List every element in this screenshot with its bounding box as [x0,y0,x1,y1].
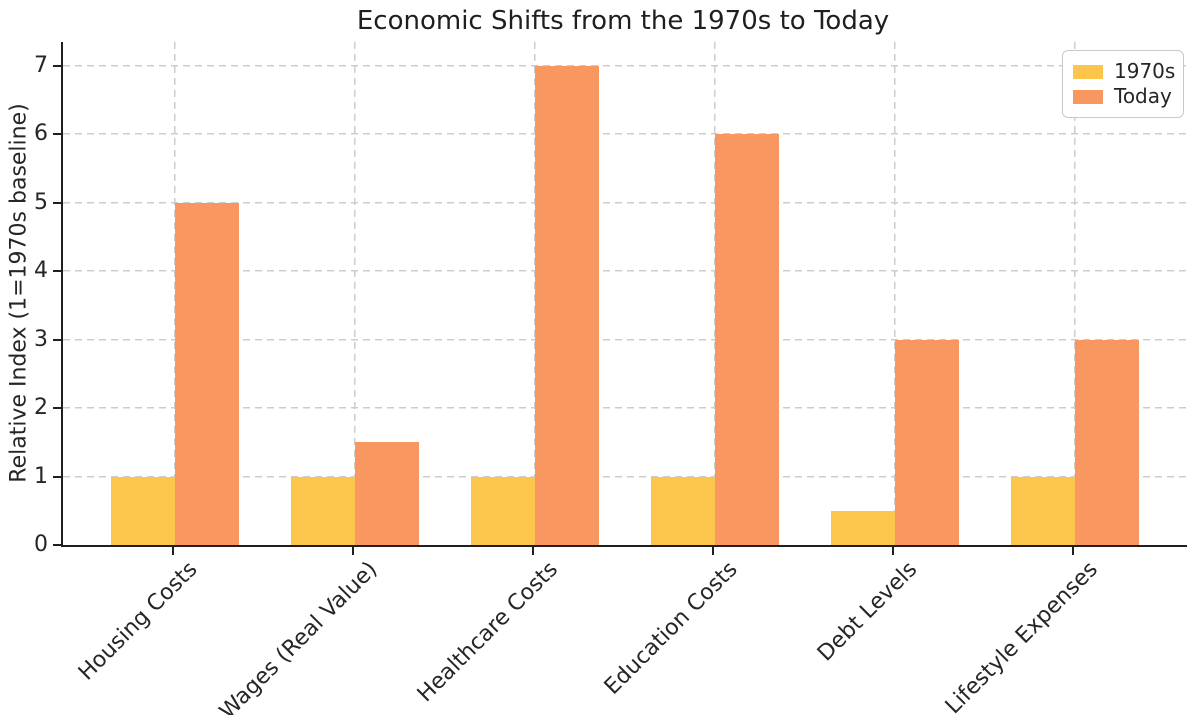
bar-today-lifestyle-expenses [1075,339,1139,545]
legend-swatch-1970s [1073,64,1103,79]
y-axis-label: Relative Index (1=1970s baseline) [6,103,32,483]
bar-1970s-wages-real-value [291,476,355,545]
bar-today-healthcare-costs [535,65,599,545]
legend-label: 1970s [1114,59,1176,83]
bar-today-housing-costs [175,202,239,545]
y-tick [53,270,61,273]
x-tick [1072,547,1074,555]
h-gridline [63,338,1187,341]
y-tick-label: 3 [34,326,48,352]
y-tick-label: 7 [34,52,48,78]
x-tick-label-wages-real-value: Wages (Real Value) [215,557,383,715]
x-tick-label-lifestyle-expenses: Lifestyle Expenses [940,557,1103,715]
bar-1970s-housing-costs [111,476,175,545]
x-tick [352,547,354,555]
y-tick [53,133,61,136]
y-tick-label: 1 [34,463,48,489]
x-tick [892,547,894,555]
bar-1970s-debt-levels [831,510,895,545]
v-gridline [894,42,896,545]
chart-title: Economic Shifts from the 1970s to Today [356,6,890,36]
h-gridline [63,201,1187,204]
h-gridline [63,64,1187,67]
x-tick-label-healthcare-costs: Healthcare Costs [412,557,563,708]
y-tick-label: 5 [34,189,48,215]
h-gridline [63,475,1187,478]
y-tick [53,407,61,410]
bar-1970s-education-costs [651,476,715,545]
legend: 1970s Today [1062,50,1184,118]
h-gridline [63,407,1187,410]
h-gridline [63,133,1187,136]
bar-1970s-healthcare-costs [471,476,535,545]
bar-1970s-lifestyle-expenses [1011,476,1075,545]
legend-item-today: Today [1073,84,1173,109]
y-tick [53,544,61,546]
y-tick [53,201,61,204]
h-gridline [63,270,1187,273]
v-gridline [1074,42,1076,545]
x-tick [712,547,714,555]
bar-today-education-costs [715,134,779,545]
x-tick-label-housing-costs: Housing Costs [74,557,203,686]
y-tick [53,475,61,478]
plot-area [61,42,1187,547]
y-tick-label: 2 [34,395,48,421]
bar-today-wages-real-value [355,442,419,545]
x-tick [172,547,174,555]
x-tick-label-debt-levels: Debt Levels [813,557,923,667]
legend-item-1970s: 1970s [1073,59,1176,84]
y-tick [53,64,61,67]
y-tick [53,338,61,341]
x-tick [532,547,534,555]
x-tick-label-education-costs: Education Costs [599,557,743,700]
v-gridline [354,42,356,545]
legend-label: Today [1114,84,1172,108]
bar-today-debt-levels [895,339,959,545]
y-tick-label: 6 [34,121,48,147]
legend-swatch-today [1073,89,1103,104]
y-tick-label: 4 [34,258,48,284]
y-tick-label: 0 [34,532,48,557]
